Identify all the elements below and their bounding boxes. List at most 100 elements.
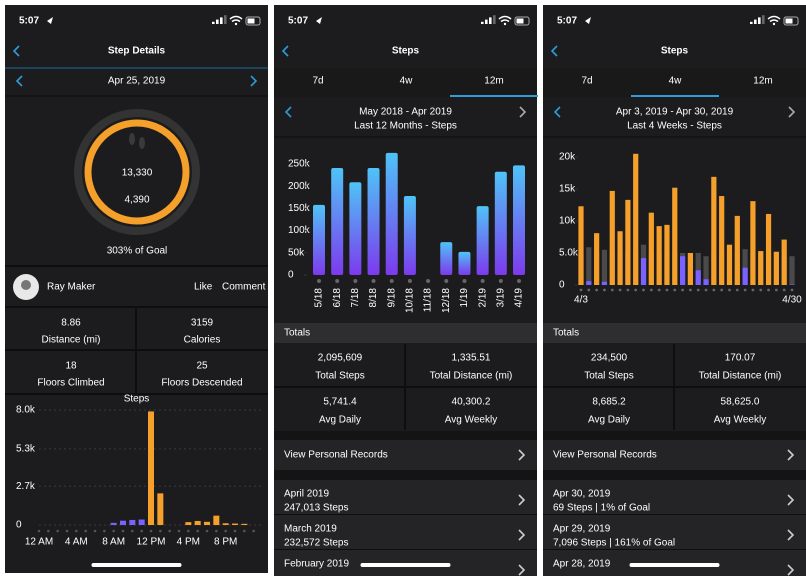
record-title[interactable]: March 2019 [284,524,337,535]
y-tick-label: 5.3k [16,443,36,454]
battery-level [785,18,793,24]
total-label: Avg Daily [588,415,630,426]
baseline-dot [243,529,246,533]
step-goal: 4,390 [124,195,149,206]
stat-value: 3159 [191,318,214,329]
baseline-dot [782,288,786,292]
tab[interactable]: 4w [669,76,683,87]
baseline-dot [215,529,218,533]
tab[interactable]: 4w [400,76,414,87]
baseline-dot [790,288,794,292]
day-bar [656,226,662,285]
back-button[interactable] [281,45,289,57]
baseline-dot [626,288,630,292]
total-value: 40,300.2 [452,397,491,408]
step-bar [194,520,201,525]
home-indicator [629,563,720,567]
wifi-dot [503,22,507,26]
baseline-dot [353,279,358,283]
footprint-icon [129,133,135,145]
battery-level [516,18,524,24]
record-row[interactable] [543,515,806,549]
records-link-row[interactable] [543,440,806,470]
records-link[interactable]: View Personal Records [284,450,388,461]
baseline-dot [480,279,485,283]
wifi-dot [234,22,238,26]
baseline-dot [579,288,583,292]
back-button[interactable] [12,45,20,57]
records-link[interactable]: View Personal Records [553,450,657,461]
tab[interactable]: 7d [312,76,323,87]
day-bar [625,199,631,285]
row-chevron[interactable] [787,564,795,576]
row-chevron[interactable] [518,564,526,576]
record-detail: 69 Steps | 1% of Goal [553,503,650,514]
phone-screen [5,5,268,573]
day-bar [594,233,600,285]
record-title[interactable]: Apr 29, 2019 [553,524,611,535]
back-button[interactable] [550,45,558,57]
day-bar [758,251,764,285]
next-range[interactable] [519,106,527,118]
step-count: 13,330 [122,168,153,179]
y-tick-label: 10k [559,216,576,227]
tab-bar [274,68,537,97]
active-tab-indicator [450,95,538,97]
row-chevron[interactable] [518,529,526,541]
record-detail: 232,572 Steps [284,538,349,549]
month-bar [476,206,489,275]
wifi-icon [498,15,512,23]
month-bar [458,251,471,275]
baseline-dot [93,529,97,533]
day-bar [633,153,639,285]
tab[interactable]: 12m [753,76,772,87]
date: Apr 25, 2019 [108,76,166,87]
record-title[interactable]: Apr 28, 2019 [553,559,611,570]
baseline-dot [75,529,78,533]
row-chevron[interactable] [518,449,526,461]
record-row[interactable] [543,480,806,514]
record-title[interactable]: April 2019 [284,489,329,500]
row-chevron[interactable] [518,494,526,506]
x-tick-label: 12 PM [137,537,166,548]
record-row[interactable] [274,480,537,514]
baseline-dot [168,529,171,533]
like-button[interactable]: Like [194,282,213,293]
user-name[interactable]: Ray Maker [47,282,96,293]
day-bar [586,281,592,285]
tab-bar [543,68,806,97]
records-link-row[interactable] [274,440,537,470]
baseline-dot [335,279,340,283]
signal-bar [220,17,223,24]
day-bar [687,253,694,285]
tab[interactable]: 7d [581,76,592,87]
baseline-dot [657,288,661,292]
next-range[interactable] [788,106,796,118]
home-indicator [360,563,451,567]
next-day[interactable] [250,75,258,87]
signal-bar [212,21,215,24]
record-title[interactable]: February 2019 [284,559,349,570]
goal-bar [601,249,608,285]
day-bar [609,190,615,285]
row-chevron[interactable] [787,494,795,506]
prev-day[interactable] [15,75,23,87]
day-bar [617,231,623,285]
stat-label: Floors Climbed [37,378,104,389]
baseline-dot [224,529,227,533]
day-bar [719,196,725,285]
y-tick-label: 50k [288,247,305,258]
tab[interactable]: 12m [484,76,503,87]
day-bar [679,256,686,285]
wifi-dot [772,22,776,26]
x-tick-label: 8/18 [368,288,379,308]
goal-bar [742,249,748,285]
prev-range[interactable] [284,106,292,118]
row-chevron[interactable] [787,529,795,541]
record-row[interactable] [274,515,537,549]
row-chevron[interactable] [787,449,795,461]
comment-button[interactable]: Comment [222,282,266,293]
record-title[interactable]: Apr 30, 2019 [553,489,611,500]
status-time: 5:07 [288,16,308,27]
prev-range[interactable] [553,106,561,118]
